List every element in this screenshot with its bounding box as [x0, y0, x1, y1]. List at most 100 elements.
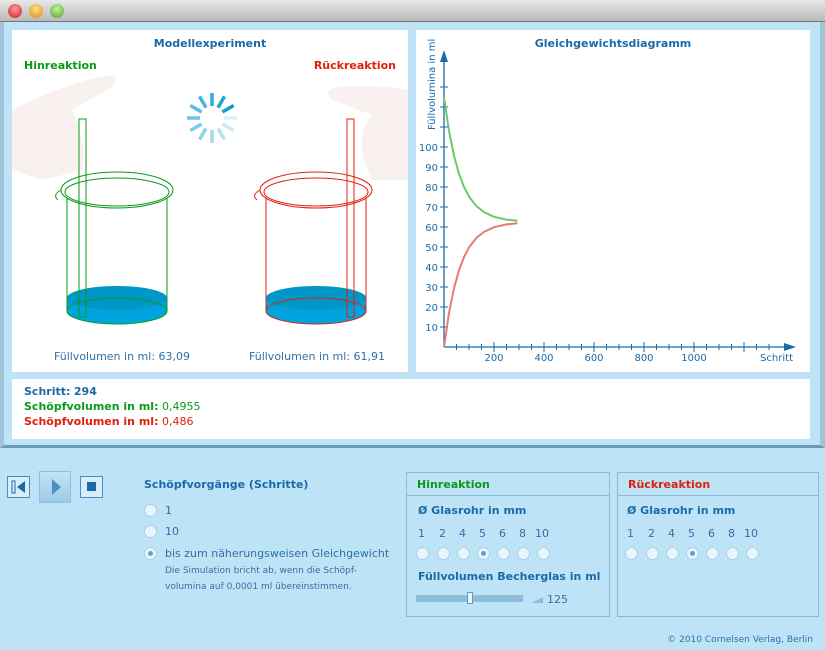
- backward-group-title: Rückreaktion: [618, 473, 818, 496]
- fill-volume-label: Füllvolumen Becherglas in ml: [418, 570, 601, 583]
- beakers-illustration: [12, 75, 408, 325]
- backward-scoop-value: 0,486: [161, 415, 194, 428]
- minimize-button[interactable]: [29, 4, 43, 18]
- equilibrium-chart: Füllvolumina in ml Schritt 10 20 30 40 50 60 7…: [419, 39, 796, 364]
- panel-title: Modellexperiment: [153, 37, 267, 50]
- steps-option-1: 1: [165, 504, 172, 517]
- backward-diameter-radio-2[interactable]: [646, 547, 659, 560]
- forward-diameter-radio-4[interactable]: [457, 547, 470, 560]
- spinner-spoke: [216, 95, 227, 109]
- forward-diameter-radio-1[interactable]: [416, 547, 429, 560]
- forward-diameter-radio-5[interactable]: [477, 547, 490, 560]
- y-tick-label: 50: [425, 243, 438, 254]
- backward-label: Rückreaktion: [313, 59, 396, 72]
- right-beaker: [254, 118, 373, 325]
- play-button[interactable]: [39, 471, 71, 503]
- spinner-spoke: [189, 103, 203, 114]
- steps-radio-equilibrium[interactable]: [144, 547, 157, 560]
- y-tick-label: 60: [425, 223, 438, 234]
- y-tick-label: 100: [419, 143, 438, 154]
- forward-scoop-value: 0,4955: [161, 400, 201, 413]
- x-tick-label: 1000: [681, 353, 706, 364]
- y-axis-label: Füllvolumina in ml: [427, 39, 438, 130]
- spinner-spoke: [197, 127, 208, 141]
- x-tick-label: 200: [484, 353, 503, 364]
- y-tick-label: 80: [425, 183, 438, 194]
- slider-ramp-icon: [531, 597, 543, 603]
- diameter-option-8: 8: [728, 527, 735, 540]
- y-tick-label: 30: [425, 283, 438, 294]
- forward-settings-group: Hinreaktion Ø Glasrohr in mm 1 2 4 5 6 8 10 Fü…: [406, 472, 610, 617]
- spinner-spoke: [216, 127, 227, 141]
- forward-diameter-radio-6[interactable]: [497, 547, 510, 560]
- x-axis-label: Schritt: [760, 353, 793, 364]
- diameter-option-2: 2: [648, 527, 655, 540]
- hand-left-icon: [12, 75, 116, 180]
- model-experiment-panel: Modellexperiment Hinreaktion Rückreaktio…: [12, 30, 408, 372]
- step-label: Schritt:: [24, 385, 71, 398]
- fill-volume-slider[interactable]: [416, 592, 523, 604]
- forward-label: Hinreaktion: [24, 59, 97, 72]
- left-fill-volume: Füllvolumen in ml: 63,09: [54, 350, 191, 363]
- stop-button[interactable]: [80, 476, 103, 498]
- spinner-spoke: [221, 103, 235, 114]
- steps-option-10: 10: [165, 525, 179, 538]
- simulation-note-1: Die Simulation bricht ab, wenn die Schöp…: [165, 566, 357, 576]
- hand-right-icon: [328, 86, 408, 180]
- status-panel: Schritt: 294 Schöpfvolumen in ml: 0,4955…: [12, 379, 810, 439]
- diameter-option-1: 1: [418, 527, 425, 540]
- steps-radio-10[interactable]: [144, 525, 157, 538]
- reset-button[interactable]: [7, 476, 30, 498]
- title-bar: [0, 0, 825, 22]
- forward-diameter-label: Ø Glasrohr in mm: [418, 504, 527, 517]
- diameter-option-4: 4: [459, 527, 466, 540]
- forward-diameter-radio-2[interactable]: [437, 547, 450, 560]
- backward-scoop-label: Schöpfvolumen in ml:: [24, 415, 159, 428]
- diameter-option-1: 1: [627, 527, 634, 540]
- copyright: © 2010 Cornelsen Verlag, Berlin: [667, 635, 813, 645]
- steps-title: Schöpfvorgänge (Schritte): [144, 478, 309, 491]
- spinner-spoke: [197, 95, 208, 109]
- x-tick-label: 400: [534, 353, 553, 364]
- backward-diameter-radio-1[interactable]: [625, 547, 638, 560]
- step-value: 294: [73, 385, 97, 398]
- steps-option-equilibrium: bis zum näherungsweisen Gleichgewicht: [165, 547, 390, 560]
- diameter-option-5: 5: [479, 527, 486, 540]
- forward-group-title: Hinreaktion: [407, 473, 609, 496]
- backward-diameter-radio-5[interactable]: [686, 547, 699, 560]
- diameter-option-5: 5: [688, 527, 695, 540]
- steps-radio-1[interactable]: [144, 504, 157, 517]
- backward-diameter-radio-4[interactable]: [666, 547, 679, 560]
- diameter-option-4: 4: [668, 527, 675, 540]
- y-tick-label: 70: [425, 203, 438, 214]
- backward-diameter-radio-6[interactable]: [706, 547, 719, 560]
- backward-settings-group: Rückreaktion Ø Glasrohr in mm 1 2 4 5 6 8 10: [617, 472, 819, 617]
- y-tick-label: 40: [425, 263, 438, 274]
- left-beaker: [55, 118, 174, 325]
- forward-diameter-radio-10[interactable]: [537, 547, 550, 560]
- y-axis-arrow: [440, 50, 448, 62]
- loading-spinner-icon: [187, 93, 237, 143]
- backward-diameter-label: Ø Glasrohr in mm: [627, 504, 736, 517]
- slider-thumb[interactable]: [467, 592, 473, 604]
- simulation-note-2: volumina auf 0,0001 ml übereinstimmen.: [165, 582, 352, 592]
- spinner-spoke: [189, 122, 203, 133]
- series-line-rückreaktion: [443, 222, 518, 348]
- forward-diameter-radio-8[interactable]: [517, 547, 530, 560]
- x-tick-label: 600: [584, 353, 603, 364]
- y-tick-label: 10: [425, 323, 438, 334]
- series-line-hinreaktion: [443, 96, 518, 222]
- zoom-button[interactable]: [50, 4, 64, 18]
- play-icon: [52, 479, 61, 495]
- spinner-spoke: [221, 122, 235, 133]
- close-button[interactable]: [8, 4, 22, 18]
- diameter-option-8: 8: [519, 527, 526, 540]
- backward-diameter-radio-8[interactable]: [726, 547, 739, 560]
- forward-scoop-label: Schöpfvolumen in ml:: [24, 400, 159, 413]
- diameter-option-6: 6: [499, 527, 506, 540]
- equilibrium-chart-panel: Gleichgewichtsdiagramm Füllvolumina in m…: [416, 30, 810, 372]
- y-tick-label: 20: [425, 303, 438, 314]
- backward-diameter-radio-10[interactable]: [746, 547, 759, 560]
- fill-volume-value: 125: [547, 593, 568, 606]
- diameter-option-6: 6: [708, 527, 715, 540]
